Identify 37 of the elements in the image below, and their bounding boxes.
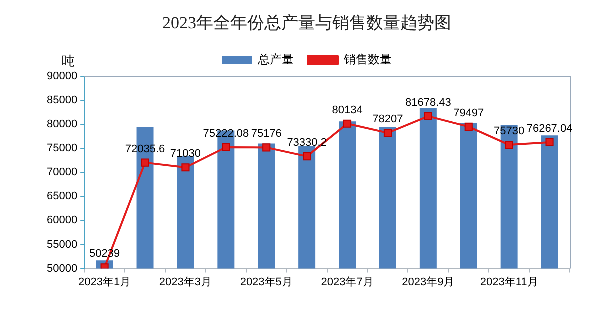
y-tick-label: 70000	[46, 166, 78, 179]
data-label: 80134	[332, 104, 363, 116]
y-tick-label: 85000	[46, 94, 78, 106]
data-label: 71030	[170, 148, 202, 160]
y-tick-label: 60000	[46, 214, 78, 227]
data-label: 81678.43	[405, 96, 452, 109]
x-tick-label: 2023年7月	[321, 276, 374, 288]
point	[262, 144, 271, 152]
point	[182, 164, 190, 172]
point	[505, 141, 514, 150]
y-tick-label: 80000	[46, 118, 78, 131]
x-tick-label: 2023年1月	[78, 276, 132, 288]
y-tick-label: 65000	[46, 190, 78, 203]
point	[546, 138, 554, 146]
data-label: 79497	[454, 107, 484, 120]
x-tick-label: 2023年9月	[402, 276, 455, 288]
point	[303, 152, 312, 161]
data-label: 78207	[372, 114, 404, 126]
data-label: 76267.04	[526, 122, 573, 135]
y-tick-label: 90000	[46, 70, 78, 82]
x-tick-label: 2023年3月	[159, 276, 212, 288]
x-tick-label: 2023年5月	[240, 276, 293, 288]
chart-title: 2023年全年份总产量与销售数量趋势图	[162, 14, 452, 33]
legend-label: 总产量	[257, 52, 294, 67]
y-tick-label: 75000	[46, 142, 78, 155]
y-tick-label: 55000	[46, 238, 78, 251]
y-tick-label: 50000	[46, 262, 78, 275]
point	[424, 112, 432, 120]
x-tick-label: 2023年11月	[480, 276, 538, 288]
point	[141, 158, 150, 167]
point	[222, 143, 230, 152]
point	[384, 129, 392, 138]
point	[464, 122, 473, 131]
legend-label: 销售数量	[343, 52, 392, 67]
point	[343, 120, 352, 128]
y-axis-title: 吨	[62, 53, 76, 68]
data-label: 75176	[251, 128, 282, 140]
